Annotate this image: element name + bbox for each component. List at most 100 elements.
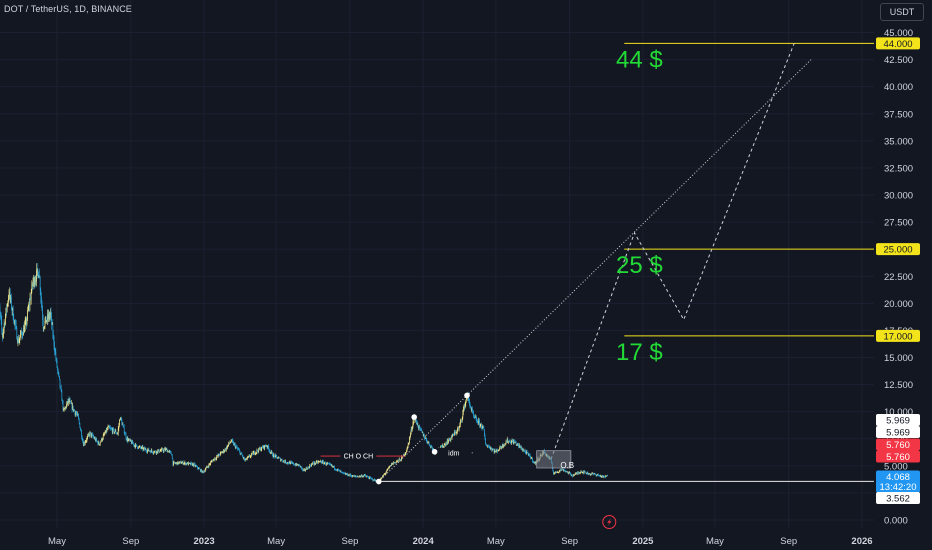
candle-body bbox=[369, 477, 371, 479]
candle-body bbox=[571, 474, 573, 476]
candle-body bbox=[186, 463, 188, 465]
candle-body bbox=[71, 403, 73, 410]
candle-body bbox=[81, 431, 82, 438]
candle-body bbox=[444, 444, 446, 445]
candle-body bbox=[211, 461, 213, 462]
candle-body bbox=[463, 409, 464, 413]
candle-body bbox=[156, 450, 158, 453]
candle-body bbox=[583, 471, 585, 474]
candle-body bbox=[587, 472, 589, 475]
candle-body bbox=[300, 466, 302, 468]
candle-body bbox=[55, 352, 57, 359]
candle-body bbox=[337, 468, 339, 470]
candle-body bbox=[352, 475, 354, 477]
price-tag bbox=[876, 426, 920, 438]
candle-body bbox=[510, 442, 512, 444]
candle-body bbox=[487, 445, 488, 447]
candle-body bbox=[460, 419, 462, 422]
candle-body bbox=[65, 406, 66, 409]
candle-body bbox=[39, 277, 41, 291]
candle-body bbox=[127, 438, 129, 442]
candle-body bbox=[503, 445, 504, 447]
candle-body bbox=[487, 445, 489, 447]
price-tag bbox=[876, 492, 920, 504]
candle-body bbox=[125, 433, 126, 435]
candle-body bbox=[586, 472, 588, 474]
candle-body bbox=[273, 454, 275, 457]
candle-body bbox=[485, 444, 487, 446]
candle-body bbox=[590, 474, 592, 475]
candle-body bbox=[593, 473, 595, 475]
candle-body bbox=[316, 461, 318, 463]
candle-body bbox=[2, 333, 4, 338]
candle-body bbox=[210, 462, 212, 464]
candle-body bbox=[54, 346, 55, 352]
candle-body bbox=[456, 432, 458, 433]
y-tick-label: 30.000 bbox=[884, 191, 913, 202]
candle-body bbox=[252, 452, 254, 455]
candle-body bbox=[299, 464, 301, 467]
candle-body bbox=[17, 339, 19, 343]
candle-body bbox=[196, 466, 198, 468]
candle-body bbox=[588, 473, 590, 475]
candle-body bbox=[111, 429, 113, 433]
candle-body bbox=[367, 476, 368, 478]
candle-body bbox=[26, 318, 28, 324]
candle-body bbox=[185, 463, 187, 465]
candle-body bbox=[212, 459, 214, 462]
candle-body bbox=[314, 462, 315, 465]
candle-body bbox=[222, 451, 224, 453]
candle-body bbox=[380, 478, 381, 480]
candle-body bbox=[483, 426, 485, 431]
candle-body bbox=[524, 450, 526, 452]
pivot-point bbox=[411, 414, 417, 420]
candle-body bbox=[4, 323, 6, 325]
currency-button[interactable]: USDT bbox=[880, 3, 924, 21]
candle-body bbox=[257, 450, 258, 452]
candle-body bbox=[246, 458, 248, 460]
candle-body bbox=[314, 462, 316, 464]
candle-body bbox=[129, 439, 131, 441]
candle-body bbox=[410, 428, 412, 433]
candle-body bbox=[264, 445, 266, 449]
candle-body bbox=[37, 268, 39, 272]
candle-body bbox=[428, 441, 429, 443]
candle-body bbox=[370, 477, 372, 479]
candle-body bbox=[83, 441, 84, 447]
candle-body bbox=[421, 428, 422, 431]
candle-body bbox=[62, 401, 64, 410]
candle-body bbox=[351, 476, 353, 478]
candle-body bbox=[174, 463, 176, 464]
candle-body bbox=[96, 440, 98, 442]
candle-body bbox=[10, 297, 12, 299]
candle-body bbox=[32, 281, 34, 286]
candle-body bbox=[426, 439, 428, 442]
candle-body bbox=[256, 450, 258, 453]
candle-body bbox=[472, 409, 473, 412]
candle-body bbox=[442, 444, 444, 448]
candle-body bbox=[555, 471, 557, 473]
x-tick-label: Sep bbox=[780, 536, 797, 547]
candle-body bbox=[425, 437, 426, 439]
candle-body bbox=[517, 443, 519, 445]
candle-body bbox=[143, 448, 144, 450]
candle-body bbox=[6, 307, 7, 310]
price-tag-label: 4.068 bbox=[886, 472, 910, 483]
candle-body bbox=[403, 454, 404, 457]
candle-body bbox=[198, 468, 200, 470]
price-tag-label: 5.760 bbox=[886, 452, 910, 463]
candle-body bbox=[411, 428, 413, 430]
candle-body bbox=[263, 445, 265, 449]
candle-body bbox=[286, 462, 288, 464]
candle-body bbox=[403, 454, 405, 456]
candle-body bbox=[368, 478, 370, 479]
candle-body bbox=[430, 446, 432, 448]
candle-body bbox=[157, 450, 159, 453]
candle-body bbox=[562, 468, 563, 470]
target-price-label: 25 $ bbox=[616, 252, 663, 279]
candle-body bbox=[94, 438, 96, 440]
candle-body bbox=[200, 469, 202, 472]
candle-body bbox=[178, 462, 180, 464]
candle-body bbox=[21, 333, 23, 336]
